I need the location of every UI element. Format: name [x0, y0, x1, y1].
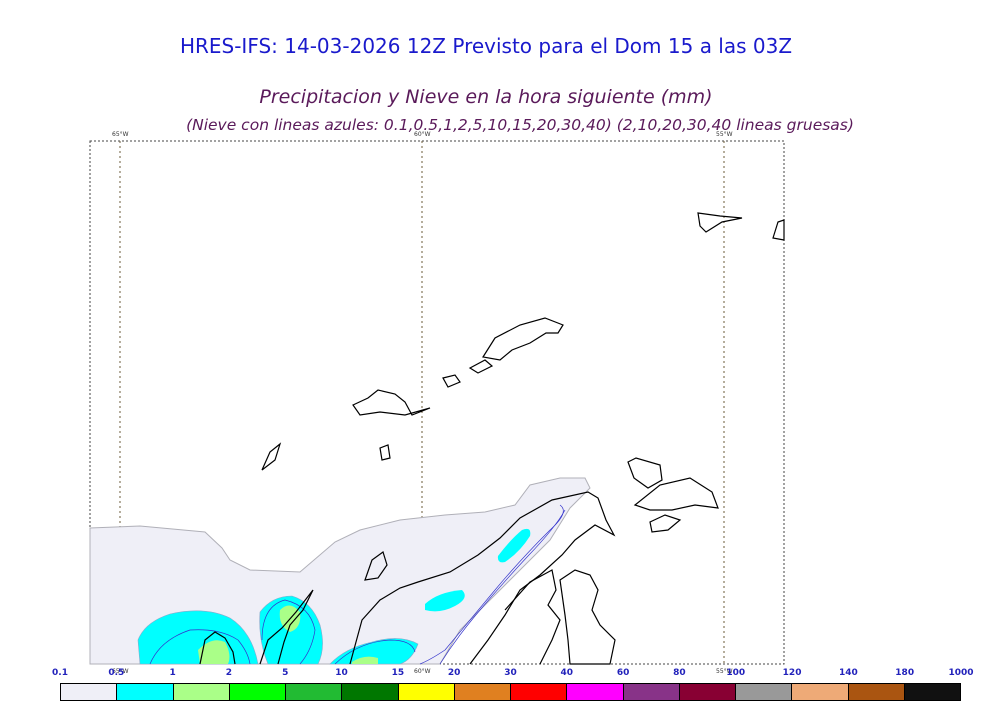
lon-label-top-55w: 55°W: [716, 131, 733, 138]
snow-contour-note: (Nieve con lineas azules: 0.1,0.5,1,2,5,…: [186, 116, 854, 134]
colorbar-tick-label: 2: [225, 668, 233, 678]
colorbar-tick-label: 40: [560, 668, 574, 678]
colorbar-segment: [904, 684, 960, 700]
precip-green-south: [352, 656, 378, 664]
variable-title: Precipitacion y Nieve en la hora siguien…: [259, 86, 713, 108]
colorbar-segment: [679, 684, 736, 700]
colorbar-segment: [61, 684, 118, 700]
colorbar-segment: [454, 684, 511, 700]
colorbar-tick-label: 20: [447, 668, 461, 678]
colorbar-tick-label: 15: [391, 668, 405, 678]
colorbar-segment: [848, 684, 905, 700]
colorbar-tick-label: 80: [673, 668, 686, 678]
lon-label-bottom-65w: 65°W: [112, 668, 129, 675]
precip-colorbar: [60, 683, 961, 701]
colorbar-tick-label: 10: [335, 668, 348, 678]
colorbar-tick-label: 60: [616, 668, 630, 678]
colorbar-segment: [229, 684, 286, 700]
colorbar-segment: [792, 684, 849, 700]
colorbar-segment: [173, 684, 230, 700]
model-run-title: HRES-IFS: 14-03-2026 12Z Previsto para e…: [179, 34, 793, 58]
precip-green-southwest: [198, 640, 230, 664]
colorbar-tick-label: 0.5: [108, 668, 125, 678]
colorbar-tick-label: 180: [895, 668, 915, 678]
colorbar-tick-label: 0.1: [52, 668, 68, 678]
colorbar-tick-label: 30: [504, 668, 517, 678]
snow-contours: [149, 504, 566, 665]
lon-label-bottom-55w: 55°W: [716, 668, 733, 675]
colorbar-segment: [286, 684, 343, 700]
precip-cyan-patch: [425, 590, 465, 612]
lon-label-top-60w: 60°W: [414, 131, 431, 138]
colorbar-tick-label: 1000: [948, 668, 974, 678]
colorbar-tick-label: 120: [782, 668, 802, 678]
precip-cyan-east: [497, 528, 531, 563]
lon-label-bottom-60w: 60°W: [414, 668, 431, 675]
colorbar-segment: [511, 684, 568, 700]
colorbar-segment: [342, 684, 399, 700]
colorbar-segment: [736, 684, 793, 700]
colorbar-segment: [567, 684, 624, 700]
colorbar-segment: [398, 684, 455, 700]
lon-label-top-65w: 65°W: [112, 131, 129, 138]
coastlines: [199, 212, 785, 665]
colorbar-tick-label: 1: [169, 668, 176, 678]
colorbar-segment: [623, 684, 680, 700]
colorbar-tick-label: 140: [838, 668, 858, 678]
colorbar-tick-label: 5: [282, 668, 289, 678]
colorbar-tick-label: 100: [726, 668, 746, 678]
colorbar-segment: [117, 684, 174, 700]
